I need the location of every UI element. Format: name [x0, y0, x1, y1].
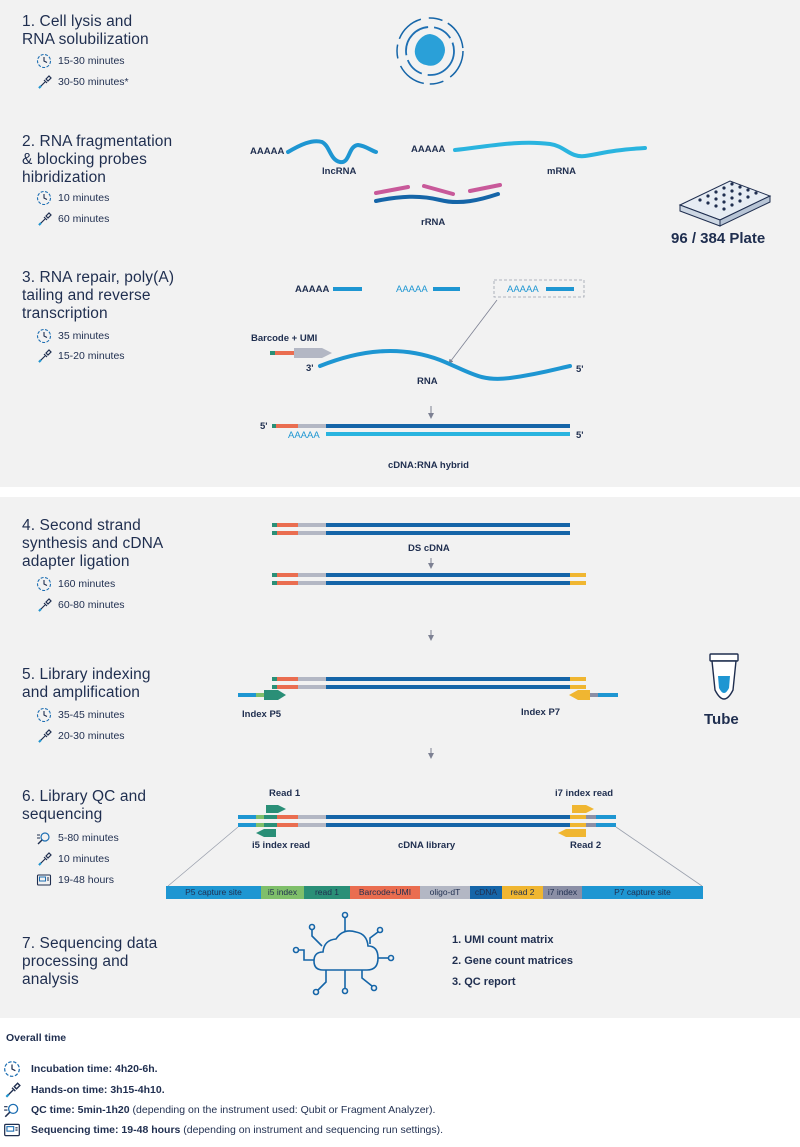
step-1-hands-on: 30-50 minutes*	[36, 74, 129, 90]
i7-index-read-label: i7 index read	[555, 788, 614, 799]
segment-oligo-dt: oligo-dT	[420, 886, 470, 899]
three-prime-label: 3'	[306, 363, 314, 374]
cell-icon	[396, 17, 464, 85]
segment-i7-index: i7 index	[543, 886, 582, 899]
clock-icon	[36, 190, 52, 206]
adapter-ligated-cdna	[272, 573, 586, 585]
rt-primer-and-rna	[270, 348, 572, 381]
tube-label: Tube	[704, 711, 739, 728]
rna-label: RNA	[417, 376, 438, 387]
cloud-network-icon	[292, 911, 395, 996]
rrna-label: rRNA	[421, 217, 446, 228]
segment-i5-index: i5 index	[261, 886, 304, 899]
step-4-title: 4. Second strand synthesis and cDNA adapte…	[22, 517, 164, 570]
clock-icon	[36, 707, 52, 723]
lncrna-strand	[286, 139, 378, 165]
step-2-title: 2. RNA fragmentation & blocking probes hib…	[22, 133, 173, 186]
sequencer-icon	[4, 1123, 20, 1137]
qc-magnifier-icon	[37, 832, 50, 845]
library-structure-bar: P5 capture site i5 index read 1 Barcode+…	[166, 886, 703, 899]
pipette-icon	[5, 1082, 21, 1098]
clock-icon	[36, 328, 52, 344]
polya-label-fragment-3: AAAAA	[507, 284, 539, 295]
polya-label-fragment-1: AAAAA	[295, 284, 330, 295]
result-item-2: 2. Gene count matrices	[452, 955, 574, 967]
pipette-icon	[38, 852, 52, 866]
barcode-umi-label: Barcode + UMI	[251, 333, 318, 344]
pipette-icon	[38, 729, 52, 743]
upper-panel	[0, 0, 800, 487]
overall-time-title: Overall time	[6, 1032, 67, 1044]
segment-p7-capture-site: P7 capture site	[582, 886, 703, 899]
tube-icon	[709, 653, 739, 700]
step-3-hands-on: 15-20 minutes	[36, 348, 125, 364]
overall-incubation: Incubation time: 4h20-6h.	[3, 1061, 158, 1077]
step-6-title: 6. Library QC and sequencing	[22, 788, 147, 823]
hybrid-five-prime-bottom: 5'	[576, 430, 584, 441]
index-p5-label: Index P5	[242, 709, 282, 720]
segment-cdna: cDNA	[470, 886, 502, 899]
step-6-qc: 5-80 minutes	[36, 830, 119, 846]
cdna-library-label: cDNA library	[398, 840, 456, 851]
read1-label: Read 1	[269, 788, 301, 799]
step-3-title: 3. RNA repair, poly(A) tailing and revers…	[22, 269, 175, 322]
segment-p5-capture-site: P5 capture site	[166, 886, 261, 899]
segment-read-2: read 2	[502, 886, 543, 899]
overall-qc: QC time: 5min-1h20 (depending on the ins…	[3, 1102, 435, 1118]
index-p7-label: Index P7	[521, 707, 561, 718]
polya-fragments	[333, 279, 585, 364]
result-item-3: 3. QC report	[452, 976, 516, 988]
lncrna-label: lncRNA	[322, 166, 357, 177]
five-prime-label: 5'	[576, 364, 584, 375]
segment-read-1: read 1	[304, 886, 350, 899]
mrna-strand	[453, 140, 647, 159]
sequencer-icon	[36, 874, 52, 886]
ds-cdna-label: DS cDNA	[408, 543, 450, 554]
step-7-title: 7. Sequencing data processing and analysis	[22, 935, 158, 988]
overall-hands-on: Hands-on time: 3h15-4h10.	[3, 1082, 165, 1098]
step-5-title: 5. Library indexing and amplification	[22, 666, 151, 701]
pipette-icon	[38, 349, 52, 363]
step-1-incubation: 15-30 minutes	[36, 53, 125, 69]
overall-sequencing: Sequencing time: 19-48 hours (depending …	[3, 1122, 443, 1138]
sequencing-library	[167, 805, 703, 887]
result-item-1: 1. UMI count matrix	[452, 934, 554, 946]
step-5-hands-on: 20-30 minutes	[36, 728, 125, 744]
indexing-pcr	[238, 677, 618, 700]
polya-label-mrna: AAAAA	[411, 144, 446, 155]
i5-index-read-label: i5 index read	[252, 840, 311, 851]
hybrid-five-prime-top: 5'	[260, 421, 268, 432]
step-1-title: 1. Cell lysis and RNA solubilization	[22, 13, 149, 48]
step-2-hands-on: 60 minutes	[36, 211, 109, 227]
segment-barcode-umi: Barcode+UMI	[350, 886, 420, 899]
rrna-duplex	[374, 183, 502, 205]
ds-cdna	[272, 523, 570, 535]
hybrid-polya-label: AAAAA	[288, 430, 320, 441]
step-2-incubation: 10 minutes	[36, 190, 109, 206]
qc-magnifier-icon	[4, 1103, 19, 1118]
step-6-sequencing: 19-48 hours	[36, 872, 114, 888]
clock-icon	[36, 576, 52, 592]
pipette-icon	[38, 212, 52, 226]
clock-icon	[36, 53, 52, 69]
pipette-icon	[38, 598, 52, 612]
step-5-incubation: 35-45 minutes	[36, 707, 125, 723]
step-6-hands-on: 10 minutes	[36, 851, 109, 867]
cdna-rna-hybrid	[272, 424, 570, 436]
plate-icon	[678, 180, 772, 227]
polya-label-lncrna: AAAAA	[250, 146, 285, 157]
step-3-incubation: 35 minutes	[36, 328, 109, 344]
polya-label-fragment-2: AAAAA	[396, 284, 428, 295]
mrna-label: mRNA	[547, 166, 577, 177]
plate-label: 96 / 384 Plate	[671, 230, 766, 247]
read2-label: Read 2	[570, 840, 602, 851]
step-4-incubation: 160 minutes	[36, 576, 115, 592]
step-4-hands-on: 60-80 minutes	[36, 597, 125, 613]
clock-icon	[4, 1061, 20, 1077]
hybrid-label: cDNA:RNA hybrid	[388, 460, 469, 471]
pipette-icon	[38, 75, 52, 89]
